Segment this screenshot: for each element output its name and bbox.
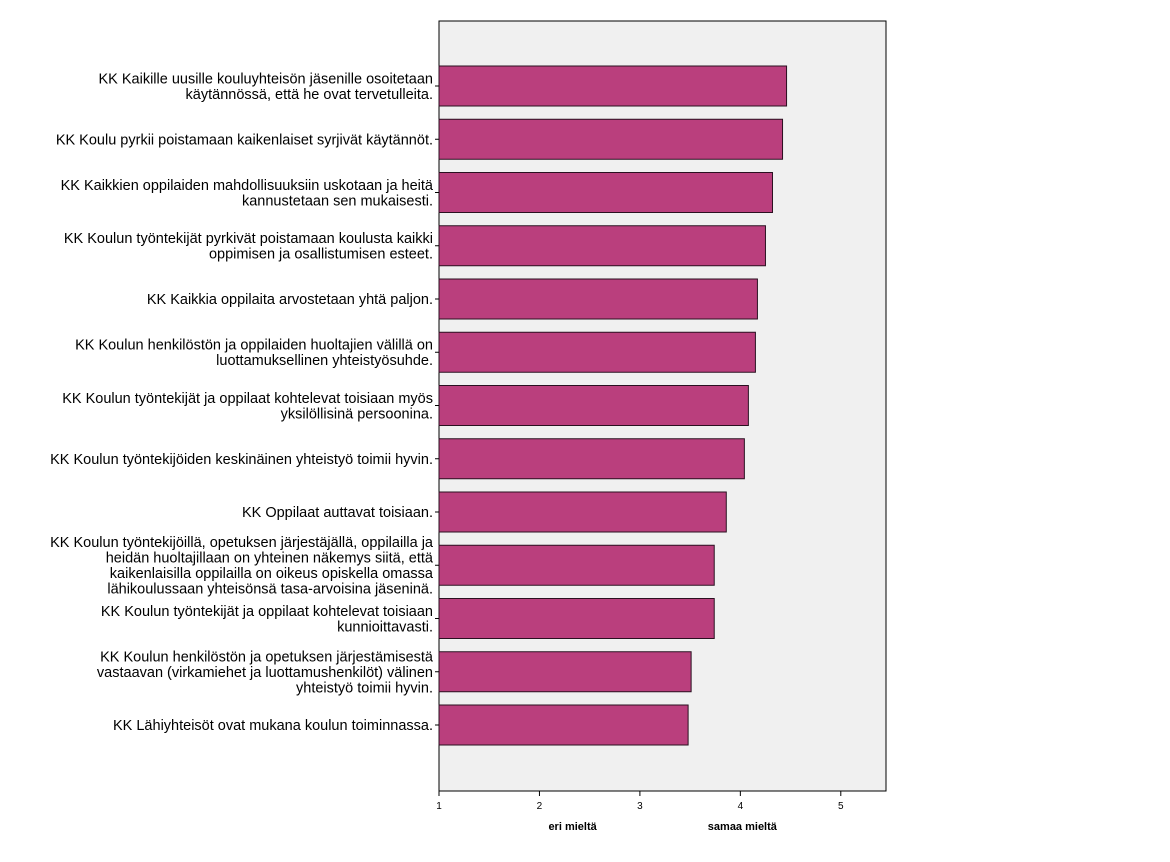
- category-label-line: oppimisen ja osallistumisen esteet.: [209, 247, 433, 263]
- category-label-line: KK Koulu pyrkii poistamaan kaikenlaiset …: [56, 132, 433, 148]
- category-label: KK Koulun työntekijät pyrkivät poistamaa…: [64, 231, 433, 263]
- bar: [438, 544, 715, 586]
- axis-annotation: eri mieltä: [548, 821, 597, 833]
- axis-annotation: samaa mieltä: [708, 821, 778, 833]
- category-label-line: heidän huoltajillaan on yhteinen näkemys…: [106, 551, 434, 567]
- bar: [438, 172, 773, 213]
- category-label-line: yksilöllisinä persoonina.: [281, 406, 433, 422]
- category-label: KK Koulun henkilöstön ja opetuksen järje…: [97, 649, 434, 696]
- category-label-line: KK Koulun työntekijöillä, opetuksen järj…: [50, 535, 434, 551]
- bar: [438, 704, 689, 746]
- category-label-line: KK Koulun työntekijöiden keskinäinen yht…: [50, 452, 433, 468]
- x-tick-label: 5: [838, 801, 844, 812]
- category-label-line: kaikenlaisilla oppilailla on oikeus opis…: [110, 566, 434, 582]
- category-label: KK Kaikille uusille kouluyhteisön jäseni…: [98, 71, 433, 103]
- category-label-line: KK Kaikkia oppilaita arvostetaan yhtä pa…: [147, 292, 433, 308]
- category-label: KK Koulun työntekijät ja oppilaat kohtel…: [101, 604, 433, 636]
- bar: [438, 118, 784, 160]
- bar: [438, 598, 715, 639]
- category-label: KK Kaikkia oppilaita arvostetaan yhtä pa…: [147, 292, 433, 308]
- bar: [438, 278, 758, 320]
- category-label-line: yhteistyö toimii hyvin.: [296, 680, 433, 696]
- category-label: KK Lähiyhteisöt ovat mukana koulun toimi…: [113, 718, 433, 734]
- category-label-line: lähikoulussaan yhteisönsä tasa-arvoisina…: [107, 582, 433, 598]
- category-label-line: luottamuksellinen yhteistyösuhde.: [216, 353, 433, 369]
- category-label-line: KK Lähiyhteisöt ovat mukana koulun toimi…: [113, 718, 433, 734]
- x-tick-label: 4: [738, 801, 744, 812]
- x-tick-label: 2: [537, 801, 543, 812]
- category-label-line: KK Oppilaat auttavat toisiaan.: [242, 505, 433, 521]
- category-label-line: KK Koulun työntekijät pyrkivät poistamaa…: [64, 231, 433, 247]
- bar: [438, 385, 749, 426]
- category-label: KK Kaikkien oppilaiden mahdollisuuksiin …: [61, 178, 434, 210]
- bar: [438, 491, 727, 533]
- category-label: KK Koulun henkilöstön ja oppilaiden huol…: [75, 338, 433, 370]
- category-label: KK Koulun työntekijät ja oppilaat kohtel…: [62, 391, 433, 423]
- x-tick-label: 3: [637, 801, 643, 812]
- category-label-line: KK Kaikkien oppilaiden mahdollisuuksiin …: [61, 178, 434, 194]
- bar: [438, 331, 756, 373]
- category-label-line: KK Koulun henkilöstön ja oppilaiden huol…: [75, 338, 433, 354]
- x-tick-label: 1: [436, 801, 442, 812]
- category-label-line: KK Koulun työntekijät ja oppilaat kohtel…: [62, 391, 433, 407]
- bar: [438, 438, 745, 480]
- category-label-line: KK Koulun työntekijät ja oppilaat kohtel…: [101, 604, 433, 620]
- category-label: KK Koulu pyrkii poistamaan kaikenlaiset …: [56, 132, 433, 148]
- category-label-line: käytännössä, että he ovat tervetulleita.: [186, 87, 433, 103]
- category-label-line: KK Kaikille uusille kouluyhteisön jäseni…: [98, 71, 433, 87]
- category-label-line: kunnioittavasti.: [337, 619, 433, 635]
- category-label: KK Oppilaat auttavat toisiaan.: [242, 505, 433, 521]
- bar: [438, 65, 788, 107]
- category-label: KK Koulun työntekijöillä, opetuksen järj…: [50, 535, 434, 598]
- bar: [438, 225, 766, 267]
- bar: [438, 651, 692, 693]
- category-label-line: KK Koulun henkilöstön ja opetuksen järje…: [100, 649, 434, 665]
- category-label-line: vastaavan (virkamiehet ja luottamushenki…: [97, 665, 433, 681]
- category-label: KK Koulun työntekijöiden keskinäinen yht…: [50, 452, 433, 468]
- category-label-line: kannustetaan sen mukaisesti.: [242, 193, 433, 209]
